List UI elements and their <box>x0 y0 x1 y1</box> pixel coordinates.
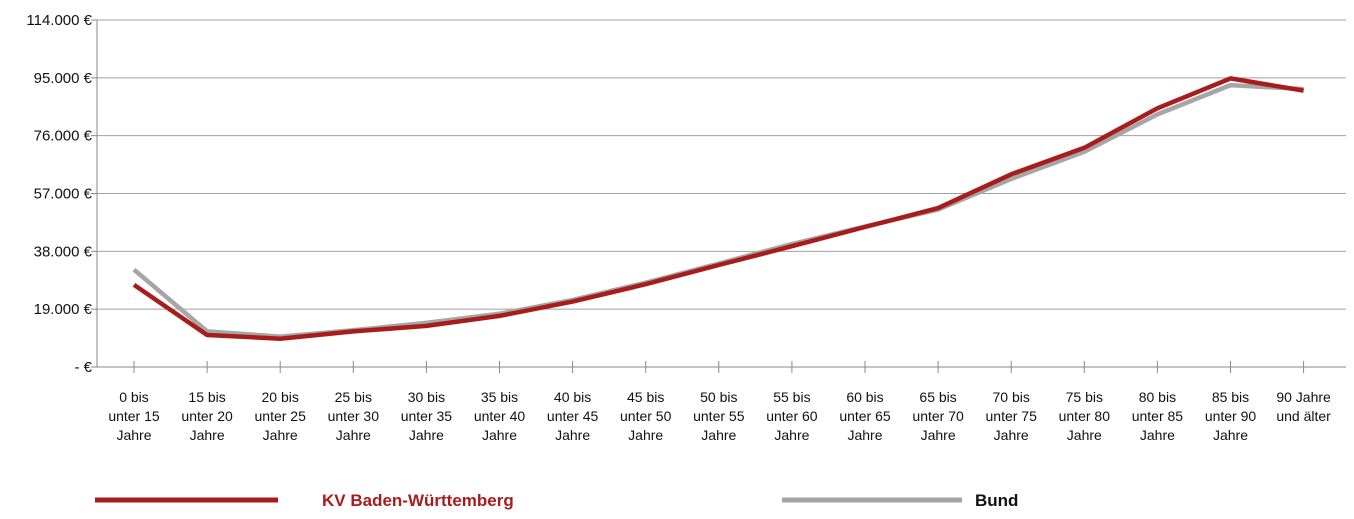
x-tick-label: 50 bis unter 55 Jahre <box>693 389 745 443</box>
x-tick-label: 35 bis unter 40 Jahre <box>474 389 526 443</box>
x-tick-label: 25 bis unter 30 Jahre <box>328 389 380 443</box>
y-tick-label: 38.000 € <box>34 243 93 260</box>
x-tick-label: 70 bis unter 75 Jahre <box>986 389 1038 443</box>
x-tick-label: 40 bis unter 45 Jahre <box>547 389 599 443</box>
x-axis-ticks: 0 bis unter 15 Jahre 15 bis unter 20 Jahre 20 … <box>108 361 1331 443</box>
y-tick-label: 114.000 € <box>26 12 92 29</box>
x-tick-label: 20 bis unter 25 Jahre <box>255 389 307 443</box>
gridlines <box>97 19 1346 310</box>
y-axis-ticks: - € 19.000 € 38.000 € 57.000 € 76.000 € 95.00… <box>26 12 97 376</box>
series-lines <box>132 76 1304 341</box>
x-tick-label: 90 Jahre und älter <box>1276 389 1331 424</box>
x-tick-label: 65 bis unter 70 Jahre <box>912 389 964 443</box>
legend-label-kv-bw: KV Baden-Württemberg <box>322 491 514 510</box>
x-tick-label: 80 bis unter 85 Jahre <box>1132 389 1184 443</box>
x-tick-label: 15 bis unter 20 Jahre <box>181 389 233 443</box>
x-tick-label: 85 bis unter 90 Jahre <box>1205 389 1257 443</box>
legend-label-bund: Bund <box>975 491 1018 510</box>
x-tick-label: 60 bis unter 65 Jahre <box>839 389 891 443</box>
y-tick-label: - € <box>74 359 92 376</box>
x-tick-label: 55 bis unter 60 Jahre <box>766 389 818 443</box>
y-tick-label: 76.000 € <box>34 128 93 145</box>
series-line-kv-bw <box>132 76 1304 341</box>
x-tick-label: 0 bis unter 15 Jahre <box>108 389 160 443</box>
x-tick-label: 75 bis unter 80 Jahre <box>1059 389 1111 443</box>
y-tick-label: 95.000 € <box>34 70 93 87</box>
y-tick-label: 19.000 € <box>34 301 93 318</box>
x-tick-label: 45 bis unter 50 Jahre <box>620 389 672 443</box>
y-tick-label: 57.000 € <box>34 186 93 203</box>
legend: KV Baden-Württemberg Bund <box>95 491 1018 510</box>
x-tick-label: 30 bis unter 35 Jahre <box>401 389 453 443</box>
